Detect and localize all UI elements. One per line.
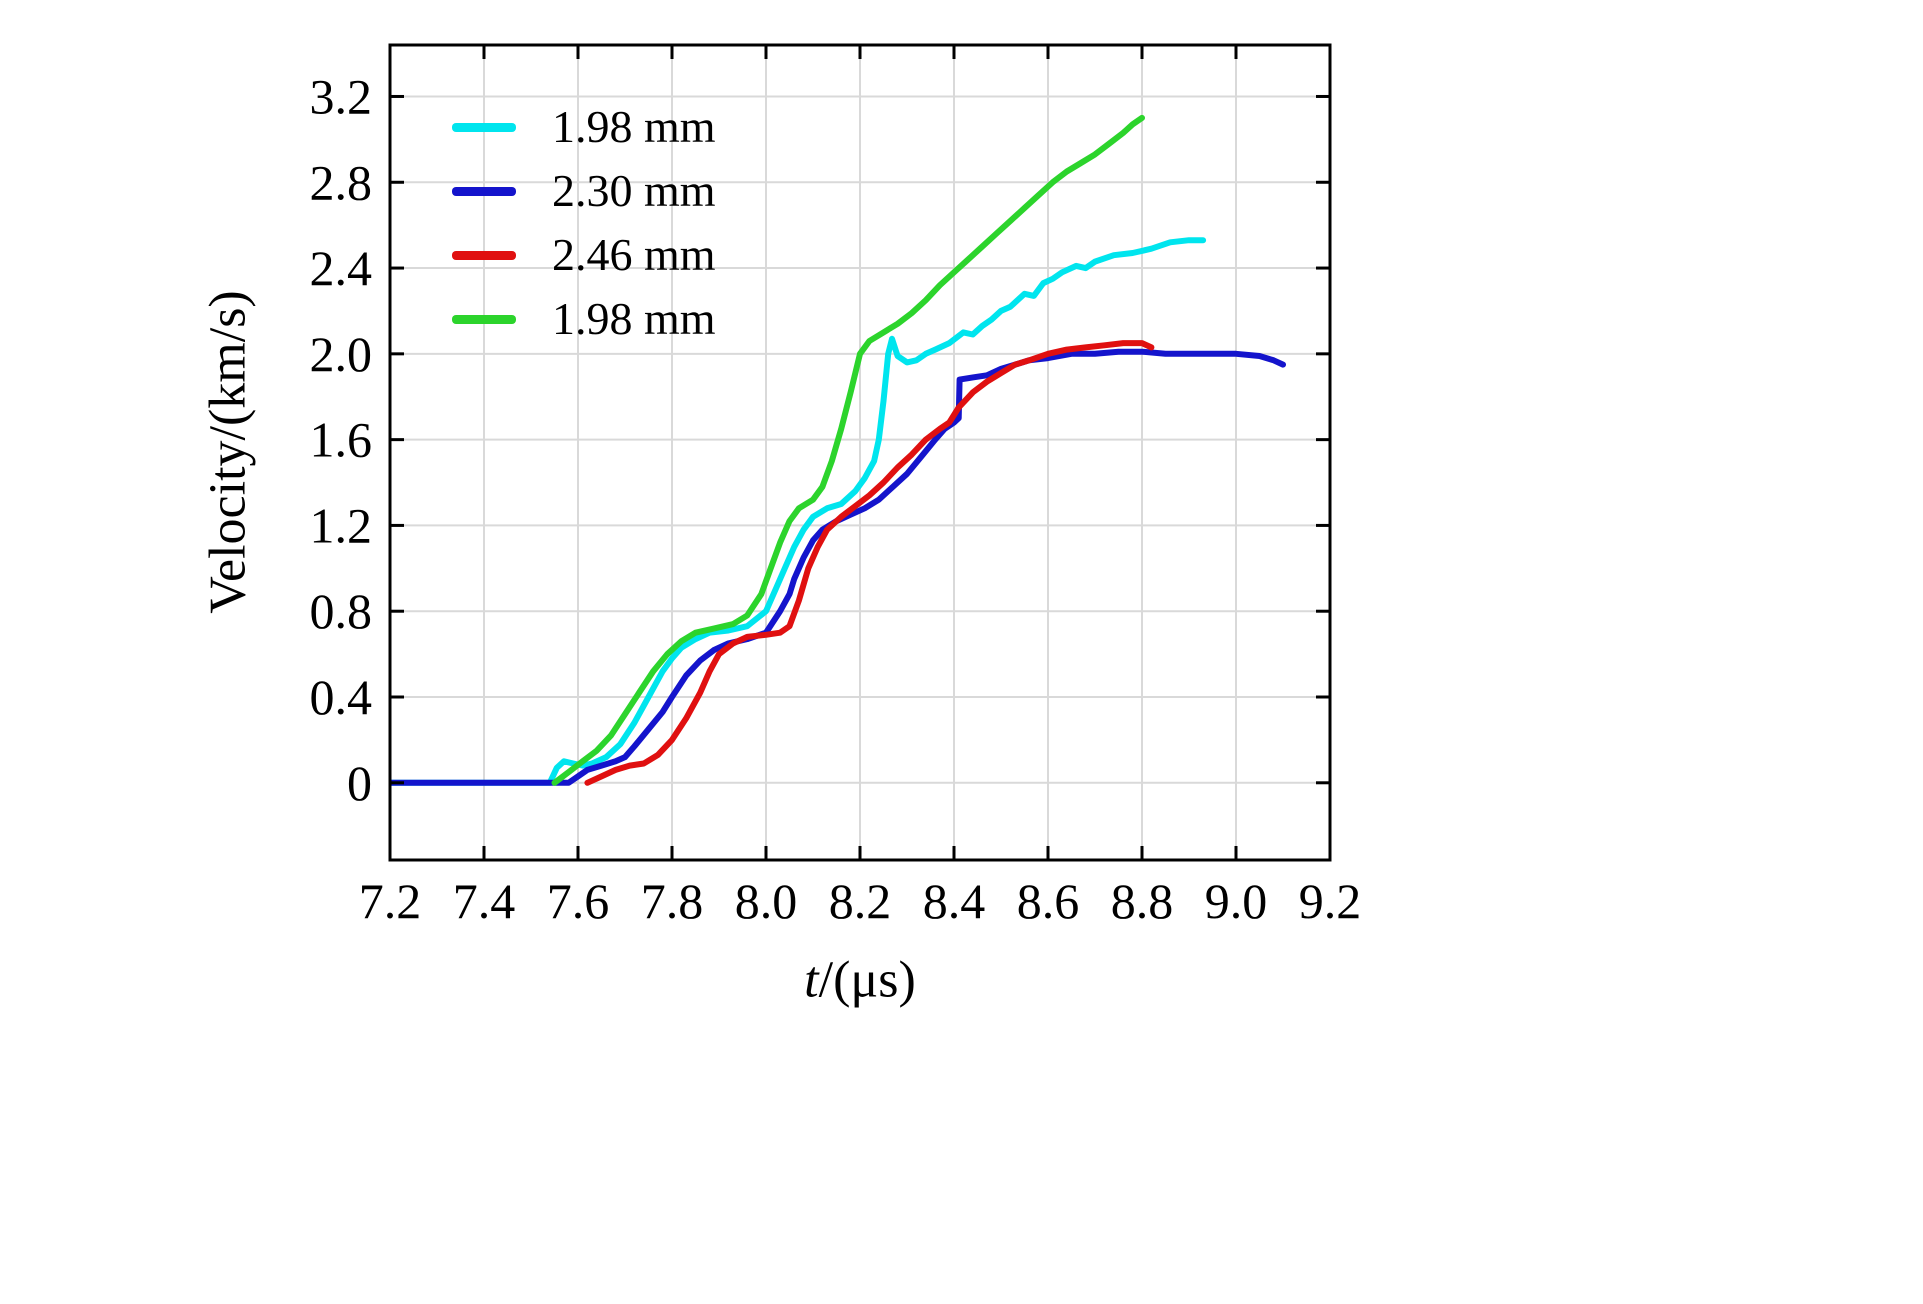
legend-label: 1.98 mm — [552, 101, 716, 152]
x-axis-label: t/(μs) — [804, 951, 916, 1010]
y-tick-label: 1.2 — [310, 497, 373, 553]
x-tick-label: 8.4 — [923, 873, 986, 929]
x-tick-label: 9.0 — [1205, 873, 1268, 929]
series-line-0-1.98-mm — [390, 237, 1207, 786]
y-tick-label: 1.6 — [310, 412, 373, 468]
legend-swatch-green — [452, 314, 516, 324]
legend-item: 1.98 mm — [452, 292, 716, 346]
x-tick-label: 8.2 — [829, 873, 892, 929]
x-axis-label-symbol: t — [804, 951, 819, 1009]
y-axis-label: Velocity/(km/s) — [199, 290, 257, 614]
y-tick-label: 3.2 — [310, 68, 373, 124]
legend-swatch-blue — [452, 186, 516, 196]
series-line-2-2.46-mm — [584, 340, 1155, 786]
x-tick-label: 7.8 — [641, 873, 704, 929]
y-tick-label: 0 — [347, 755, 372, 811]
y-tick-label: 2.0 — [310, 326, 373, 382]
x-tick-label: 9.2 — [1299, 873, 1362, 929]
y-tick-label: 2.8 — [310, 154, 373, 210]
legend-item: 1.98 mm — [452, 100, 716, 154]
legend-item: 2.30 mm — [452, 164, 716, 218]
x-tick-label: 8.8 — [1111, 873, 1174, 929]
legend-label: 2.46 mm — [552, 229, 716, 280]
legend-label: 2.30 mm — [552, 165, 716, 216]
legend-item: 2.46 mm — [452, 228, 716, 282]
x-tick-label: 7.2 — [359, 873, 422, 929]
legend-swatch-cyan — [452, 122, 516, 132]
y-tick-label: 2.4 — [310, 240, 373, 296]
legend-swatch-red — [452, 250, 516, 260]
legend: 1.98 mm 2.30 mm 2.46 mm 1.98 mm — [452, 100, 716, 346]
x-tick-label: 7.6 — [547, 873, 610, 929]
x-tick-label: 8.0 — [735, 873, 798, 929]
x-tick-label: 7.4 — [453, 873, 516, 929]
x-axis-label-units: /(μs) — [818, 951, 916, 1009]
legend-label: 1.98 mm — [552, 293, 716, 344]
series-line-1-2.30-mm — [390, 348, 1286, 786]
x-tick-label: 8.6 — [1017, 873, 1080, 929]
y-tick-label: 0.4 — [310, 669, 373, 725]
series-line-3-1.98-mm — [551, 114, 1145, 786]
y-tick-label: 0.8 — [310, 583, 373, 639]
